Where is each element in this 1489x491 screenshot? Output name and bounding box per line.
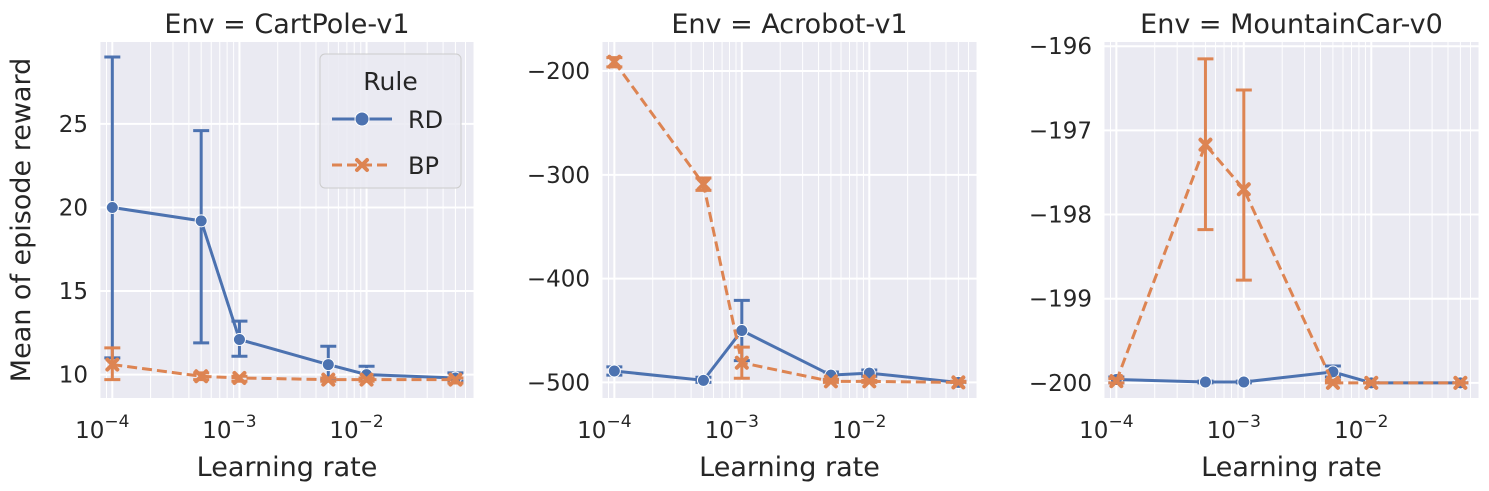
y-tick-label: 10 (59, 363, 88, 389)
x-tick-label: 10−3 (1207, 412, 1261, 444)
series-line (112, 205, 456, 380)
data-point (1236, 182, 1251, 197)
panel-title: Env = MountainCar-v0 (1140, 9, 1443, 40)
y-tick-label: −500 (527, 370, 590, 396)
data-point (607, 54, 622, 69)
panel-3: −200 −199 −198 −197 −196 10−4 10−3 10−2 Env = Mo… (1029, 9, 1479, 483)
y-tick-label: 20 (59, 195, 88, 221)
data-point (951, 375, 966, 390)
panel-title: Env = Acrobot-v1 (671, 9, 907, 40)
data-point (1237, 375, 1251, 389)
y-tick-label: 25 (59, 112, 88, 138)
grid (602, 42, 977, 398)
data-point (105, 357, 120, 372)
x-axis-label: Learning rate (699, 452, 880, 483)
grid (1104, 42, 1479, 398)
data-point (232, 333, 246, 347)
y-tick-label: −196 (1029, 34, 1092, 60)
legend-label: BP (408, 152, 439, 180)
series-layer (606, 54, 967, 390)
plot-area (1104, 42, 1479, 398)
y-tick-label: −200 (527, 59, 590, 85)
series-line (112, 363, 456, 382)
data-point (359, 372, 374, 387)
y-tick-label: −300 (527, 163, 590, 189)
data-point (194, 369, 209, 384)
y-tick-label: −199 (1029, 287, 1092, 313)
x-tick-label: 10−4 (1079, 412, 1133, 444)
legend: Rule RD BP (319, 53, 462, 189)
data-point (862, 374, 877, 389)
series-line (613, 60, 959, 384)
series-bp (1108, 57, 1469, 390)
data-point (448, 372, 463, 387)
data-point (734, 355, 749, 370)
y-tick-label: −200 (1029, 371, 1092, 397)
series-layer (1108, 57, 1469, 390)
y-axis-label: Mean of episode reward (6, 58, 37, 382)
legend-box (319, 53, 462, 189)
data-point (1198, 375, 1212, 389)
data-point (194, 214, 208, 228)
data-point (823, 374, 838, 389)
panel-1: 10 15 20 25 10−4 10−3 10−2 Env = CartPole-v1 Lea… (6, 9, 474, 483)
plot-area (602, 42, 977, 398)
y-tick-label: −198 (1029, 203, 1092, 229)
legend-marker (355, 158, 369, 172)
grid (100, 42, 474, 398)
data-point (321, 358, 335, 372)
y-tick-label: 15 (59, 279, 88, 305)
panel-2: −500 −400 −300 −200 10−4 10−3 10−2 Env = Acrobo… (527, 9, 977, 483)
x-tick-label: 10−3 (202, 412, 256, 444)
series-line (614, 328, 959, 384)
x-tick-label: 10−4 (577, 412, 631, 444)
series-bp (104, 346, 464, 387)
series-bp (606, 54, 967, 390)
data-point (1364, 375, 1379, 390)
y-tick-label: −400 (527, 267, 590, 293)
data-point (232, 370, 247, 385)
x-axis-label: Learning rate (1201, 452, 1382, 483)
x-tick-label: 10−2 (832, 412, 886, 444)
data-point (1198, 137, 1213, 152)
legend-title: Rule (363, 67, 417, 96)
data-point (1109, 374, 1124, 389)
series-layer (104, 55, 464, 387)
data-point (735, 324, 749, 338)
x-tick-label: 10−2 (329, 412, 383, 444)
series-rd (104, 55, 464, 385)
data-point (1453, 375, 1468, 390)
legend-marker (354, 111, 370, 127)
data-point (321, 372, 336, 387)
y-tick-label: −197 (1029, 118, 1092, 144)
series-line (1114, 141, 1461, 385)
data-point (105, 200, 119, 214)
legend-label: RD (408, 106, 443, 134)
panel-title: Env = CartPole-v1 (164, 9, 409, 40)
data-point (696, 177, 711, 192)
x-tick-label: 10−2 (1334, 412, 1388, 444)
x-tick-label: 10−3 (705, 412, 759, 444)
x-axis-label: Learning rate (197, 452, 378, 483)
data-point (696, 373, 710, 387)
x-tick-label: 10−4 (75, 412, 129, 444)
data-point (1325, 375, 1340, 390)
data-point (607, 364, 621, 378)
